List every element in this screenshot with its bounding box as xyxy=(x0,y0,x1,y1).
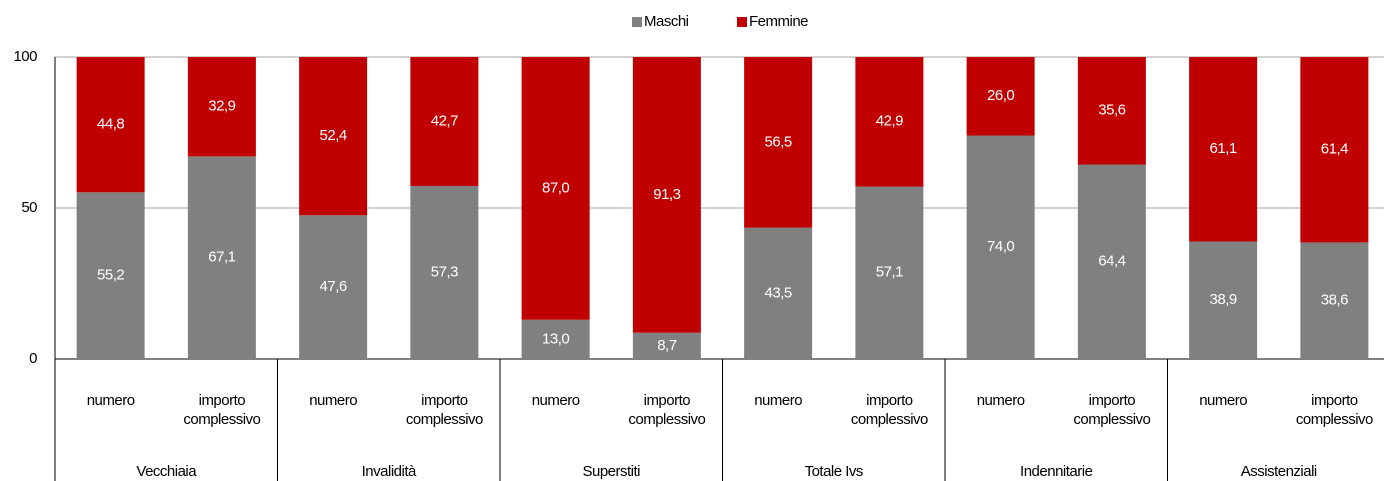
bar-segment xyxy=(299,57,368,216)
data-label: 47,6 xyxy=(320,278,347,295)
group-label: Assistenziali xyxy=(1240,463,1318,480)
bar-segment xyxy=(1077,57,1146,165)
data-label: 44,8 xyxy=(97,116,124,133)
bar-segment xyxy=(966,135,1035,359)
bar-segment xyxy=(744,227,813,359)
data-label: 38,6 xyxy=(1321,292,1348,309)
data-label: 74,0 xyxy=(987,238,1014,255)
data-label: 55,2 xyxy=(97,267,124,284)
data-label: 42,7 xyxy=(431,112,458,129)
group-label: Indennitarie xyxy=(1020,463,1093,480)
bar-segment xyxy=(187,57,256,157)
bar-segment xyxy=(632,332,701,359)
legend-swatch xyxy=(737,17,747,27)
bar-segment xyxy=(521,319,590,359)
data-label: 61,1 xyxy=(1210,140,1237,157)
data-label: 52,4 xyxy=(320,127,347,144)
bar-segment xyxy=(1077,164,1146,359)
bar-segment xyxy=(76,192,145,359)
data-label: 91,3 xyxy=(653,186,680,203)
x-tick-label: numero xyxy=(86,392,135,409)
x-tick-label: numero xyxy=(309,392,358,409)
data-label: 56,5 xyxy=(765,133,792,150)
bar-segment xyxy=(632,57,701,333)
x-tick-label: importo complessivo xyxy=(850,392,929,428)
bar-segment xyxy=(855,186,924,359)
bar-segment xyxy=(299,215,368,359)
data-label: 57,1 xyxy=(876,264,903,281)
x-tick-label: importo complessivo xyxy=(1295,392,1374,428)
group-label: Totale Ivs xyxy=(804,463,864,480)
data-label: 43,5 xyxy=(765,284,792,301)
bar-segment xyxy=(1189,241,1258,359)
legend-label: Maschi xyxy=(644,13,689,30)
bar-segment xyxy=(855,57,924,187)
group-label: Vecchiaia xyxy=(136,463,197,480)
data-label: 67,1 xyxy=(208,249,235,266)
bar-segment xyxy=(1300,57,1369,243)
bar-segment xyxy=(521,57,590,320)
bar-segment xyxy=(410,57,479,186)
data-label: 13,0 xyxy=(542,330,569,347)
bar-segment xyxy=(410,185,479,359)
legend-label: Femmine xyxy=(749,13,808,30)
data-label: 42,9 xyxy=(876,113,903,130)
data-label: 61,4 xyxy=(1321,141,1348,158)
bar-segment xyxy=(187,156,256,359)
bar-segment xyxy=(76,57,145,193)
y-tick-label: 0 xyxy=(29,350,37,367)
legend-swatch xyxy=(632,17,642,27)
y-tick-label: 100 xyxy=(13,48,37,65)
data-label: 64,4 xyxy=(1098,253,1125,270)
x-tick-label: importo complessivo xyxy=(628,392,706,428)
bar-segment xyxy=(1189,57,1258,242)
x-tick-label: numero xyxy=(531,392,580,409)
x-tick-label: importo complessivo xyxy=(405,392,484,428)
y-tick-label: 50 xyxy=(21,199,37,216)
data-label: 38,9 xyxy=(1210,291,1237,308)
x-tick-label: numero xyxy=(1199,392,1248,409)
x-tick-label: numero xyxy=(754,392,803,409)
data-label: 26,0 xyxy=(987,87,1014,104)
x-tick-label: importo complessivo xyxy=(1073,392,1151,428)
data-label: 57,3 xyxy=(431,263,458,280)
bar-segment xyxy=(1300,242,1369,359)
data-label: 8,7 xyxy=(657,337,677,354)
group-label: Invalidità xyxy=(361,463,417,480)
group-label: Superstiti xyxy=(582,463,641,480)
data-label: 87,0 xyxy=(542,179,569,196)
bar-segment xyxy=(966,57,1035,136)
bar-segment xyxy=(744,57,813,228)
x-tick-label: numero xyxy=(976,392,1025,409)
x-tick-label: importo complessivo xyxy=(183,392,261,428)
data-label: 32,9 xyxy=(208,98,235,115)
data-label: 35,6 xyxy=(1098,102,1125,119)
